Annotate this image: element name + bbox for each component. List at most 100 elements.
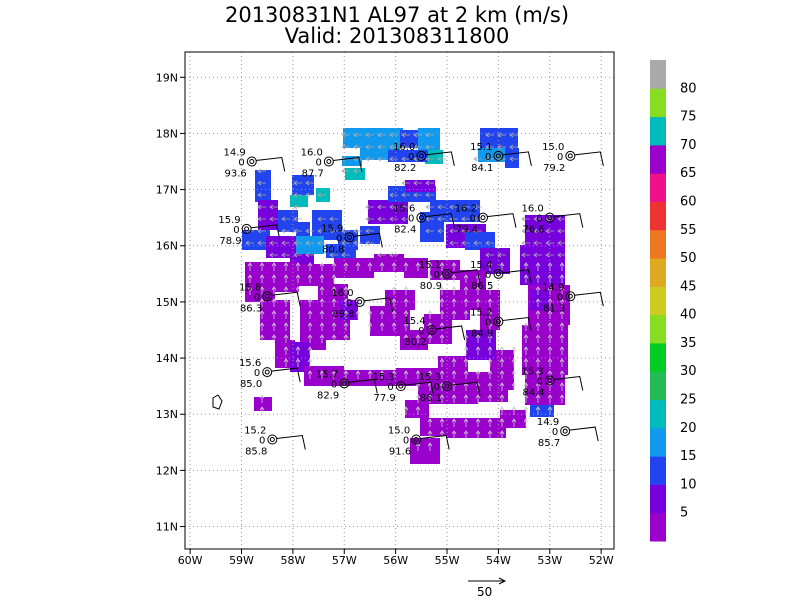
svg-text:14.9: 14.9	[542, 282, 564, 293]
svg-text:0: 0	[536, 377, 542, 388]
coastline-barbados	[212, 394, 223, 410]
svg-text:80.8: 80.8	[322, 244, 344, 255]
svg-text:86.3: 86.3	[240, 303, 262, 314]
lon-tick-label: 58W	[280, 554, 305, 567]
svg-text:0: 0	[346, 298, 352, 309]
svg-text:85.0: 85.0	[240, 379, 262, 390]
svg-text:15.0: 15.0	[542, 142, 564, 153]
svg-text:86.5: 86.5	[471, 281, 493, 292]
colorbar-swatch	[650, 342, 666, 372]
svg-text:15.9: 15.9	[218, 215, 240, 226]
station-markers: 14.9093.616.0087.716.0082.215.1084.115.0…	[218, 142, 604, 457]
svg-text:0: 0	[434, 270, 440, 281]
svg-text:0: 0	[418, 326, 424, 337]
svg-text:76.6: 76.6	[523, 225, 545, 236]
svg-text:16.0: 16.0	[522, 204, 544, 215]
colorbar-swatch	[650, 512, 666, 542]
svg-text:0: 0	[254, 292, 260, 303]
svg-text:0: 0	[387, 382, 393, 393]
svg-text:87.7: 87.7	[302, 169, 324, 180]
svg-text:78.9: 78.9	[219, 236, 241, 247]
colorbar-swatch	[650, 201, 666, 231]
svg-text:16.0: 16.0	[393, 142, 415, 153]
lat-tick-label: 15N	[156, 296, 178, 309]
lon-tick-label: 54W	[486, 554, 511, 567]
svg-text:85.7: 85.7	[538, 438, 560, 449]
colorbar-label: 65	[680, 166, 697, 181]
lon-tick-label: 55W	[435, 554, 460, 567]
svg-text:0: 0	[485, 270, 491, 281]
colorbar-label: 15	[680, 449, 697, 464]
lat-tick-label: 13N	[156, 408, 178, 421]
svg-text:0: 0	[259, 435, 265, 446]
svg-text:82.9: 82.9	[317, 390, 339, 401]
colorbar-label: 20	[680, 421, 697, 436]
svg-text:16.2: 16.2	[455, 204, 477, 215]
lat-tick-label: 16N	[156, 240, 178, 253]
svg-text:77.9: 77.9	[374, 393, 396, 404]
svg-text:15.6: 15.6	[239, 358, 261, 369]
svg-text:15.8: 15.8	[239, 282, 261, 293]
svg-text:0: 0	[557, 292, 563, 303]
lon-tick-label: 59W	[229, 554, 254, 567]
svg-text:0: 0	[408, 152, 414, 163]
svg-text:79.4: 79.4	[456, 225, 478, 236]
svg-text:15.3: 15.3	[419, 372, 441, 383]
colorbar-swatch	[650, 88, 666, 118]
reference-vector	[468, 577, 507, 585]
svg-text:15.0: 15.0	[388, 425, 410, 436]
svg-text:0: 0	[552, 427, 558, 438]
map-frame	[184, 51, 615, 550]
svg-text:0: 0	[485, 152, 491, 163]
colorbar-swatch	[650, 116, 666, 146]
lat-tick-label: 11N	[156, 521, 178, 534]
lat-tick-label: 18N	[156, 127, 178, 140]
svg-text:81.3: 81.3	[543, 303, 565, 314]
colorbar-label: 5	[680, 506, 688, 521]
colorbar-label: 70	[680, 138, 697, 153]
svg-text:0: 0	[331, 379, 337, 390]
svg-text:89.8: 89.8	[332, 309, 354, 320]
svg-text:15.3: 15.3	[373, 372, 395, 383]
colorbar-swatch	[650, 144, 666, 174]
lon-tick-label: 53W	[537, 554, 562, 567]
svg-text:0: 0	[403, 435, 409, 446]
plot-valid-time: Valid: 201308311800	[284, 24, 510, 48]
svg-text:15.1: 15.1	[419, 260, 441, 271]
colorbar-label: 25	[680, 393, 697, 408]
svg-text:16.0: 16.0	[331, 288, 353, 299]
lat-lon-grid	[185, 52, 614, 549]
lat-tick-label: 12N	[156, 464, 178, 477]
svg-text:93.6: 93.6	[225, 169, 247, 180]
svg-text:82.2: 82.2	[394, 163, 416, 174]
svg-text:84.1: 84.1	[471, 163, 493, 174]
svg-text:80.9: 80.9	[420, 281, 442, 292]
svg-text:0: 0	[238, 158, 244, 169]
svg-text:15.4: 15.4	[470, 260, 492, 271]
colorbar-swatch	[650, 371, 666, 401]
colorbar-swatch	[650, 229, 666, 259]
svg-text:86.1: 86.1	[420, 393, 442, 404]
svg-text:80.2: 80.2	[404, 337, 426, 348]
svg-text:15.2: 15.2	[470, 308, 492, 319]
svg-text:84.4: 84.4	[523, 388, 545, 399]
colorbar-label: 55	[680, 223, 697, 238]
